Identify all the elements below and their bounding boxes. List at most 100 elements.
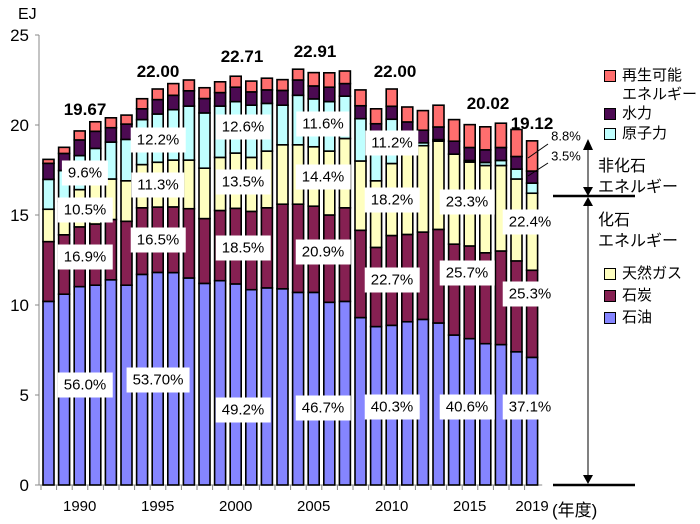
share-label-oil-2019: 37.1%	[502, 394, 558, 420]
bar-segment-2018-5	[510, 128, 523, 158]
bar-segment-2018-4	[510, 155, 523, 170]
y-tick-label: 0	[20, 476, 29, 495]
legend-label: 石油	[622, 309, 653, 326]
bar-segment-1995-4	[151, 98, 164, 115]
bar-segment-2000-5	[229, 75, 242, 89]
bracket-text: 非化石	[598, 158, 647, 175]
x-tick-label: 2005	[297, 498, 330, 515]
legend-item-renewable: 再生可能 エネルギー	[604, 66, 697, 104]
total-label-2015: 20.02	[466, 94, 510, 113]
bar-segment-2002-4	[260, 89, 274, 105]
bar-segment-2016-4	[478, 149, 492, 164]
bar-segment-1998-3	[198, 112, 211, 170]
share-label-gas-1995: 11.3%	[131, 172, 185, 198]
bar-segment-2003-2	[276, 144, 289, 206]
bar-segment-2013-4	[432, 126, 445, 141]
share-label-hydro-2019: 3.5%	[551, 148, 581, 164]
bar-segment-2015-5	[463, 123, 477, 149]
legend-item-hydro: 水力	[604, 104, 652, 123]
share-label-oil-1995: 53.70%	[126, 367, 190, 393]
share-label-coal-2005: 20.9%	[295, 239, 351, 265]
bar-segment-2015-4	[463, 146, 477, 162]
total-label-1990: 19.67	[63, 100, 107, 119]
legend-label: 石炭	[622, 287, 653, 304]
bar-segment-2010-4	[385, 105, 399, 121]
share-label-oil-1990: 56.0%	[57, 372, 113, 398]
bar-segment-2007-4	[338, 82, 352, 97]
legend-label: エネルギー	[622, 86, 698, 103]
x-tick-label: 2015	[453, 498, 486, 515]
leader-line-renewable	[527, 143, 549, 159]
share-label-gas-2010: 18.2%	[364, 187, 420, 213]
legend-item-coal: 石炭	[604, 286, 652, 305]
bar-segment-2003-4	[276, 89, 289, 107]
bar-segment-1996-5	[167, 82, 180, 97]
legend-item-nuclear: 原子力	[604, 124, 667, 143]
bar-segment-1998-4	[198, 97, 211, 114]
share-label-oil-2010: 40.3%	[364, 394, 420, 420]
bar-segment-1998-1	[198, 217, 211, 285]
y-tick-label: 5	[20, 386, 29, 405]
bar-segment-1988-4	[42, 162, 55, 181]
bar-segment-1997-5	[182, 79, 196, 92]
bar-segment-1988-5	[42, 158, 55, 165]
bar-segment-1998-2	[198, 167, 211, 220]
bracket-text: エネルギー	[598, 233, 679, 250]
bar-segment-1992-4	[104, 126, 118, 143]
bar-segment-2004-4	[291, 79, 305, 97]
bar-segment-2003-1	[276, 203, 289, 290]
bar-segment-1999-0	[213, 279, 227, 486]
share-label-renewable-2019: 8.8%	[551, 128, 581, 144]
bar-segment-2005-5	[307, 71, 321, 87]
bar-segment-2012-4	[416, 129, 430, 144]
bar-segment-2019-0	[525, 356, 539, 486]
bar-segment-2008-4	[354, 104, 367, 120]
x-tick-label: 1990	[63, 498, 96, 515]
y-axis-unit: EJ	[18, 6, 37, 23]
bar-segment-2014-5	[447, 118, 461, 142]
bar-segment-2014-4	[447, 140, 461, 155]
bar-segment-2013-5	[432, 104, 445, 128]
total-label-1995: 22.00	[136, 62, 180, 81]
legend-swatch-oil	[604, 312, 616, 325]
bar-segment-1997-2	[182, 159, 196, 210]
bar-segment-1993-5	[120, 114, 133, 125]
bar-segment-1990-5	[73, 130, 86, 141]
bar-segment-2007-0	[338, 300, 352, 486]
share-label-nuclear-1990: 9.6%	[61, 160, 109, 186]
bar-segment-2006-0	[322, 301, 336, 486]
x-tick-label: 2019	[515, 498, 548, 515]
bar-segment-2005-4	[307, 85, 321, 100]
bar-segment-1995-5	[151, 88, 164, 101]
bar-segment-2009-5	[369, 108, 383, 125]
bar-segment-1994-4	[135, 108, 149, 121]
legend-item-oil: 石油	[604, 308, 652, 327]
bar-segment-2000-0	[229, 283, 242, 486]
share-label-coal-2015: 25.7%	[439, 260, 495, 286]
y-tick-label: 25	[10, 26, 29, 45]
y-tick-label: 15	[10, 206, 29, 225]
bar-segment-2003-5	[276, 78, 289, 92]
bar-segment-2000-4	[229, 86, 242, 103]
bar-segment-1988-3	[42, 178, 55, 211]
arrow-down-icon	[583, 475, 593, 484]
bracket-text: エネルギー	[598, 179, 679, 196]
bracket-label-non-fossil: 非化石 エネルギー	[598, 156, 678, 198]
bar-segment-2017-5	[494, 122, 508, 149]
legend-swatch-renewable	[604, 70, 616, 83]
share-label-nuclear-1995: 12.2%	[130, 127, 186, 153]
bar-segment-1988-1	[42, 240, 55, 303]
bar-segment-2006-5	[322, 72, 336, 89]
bar-segment-1999-4	[213, 91, 227, 107]
bar-segment-2004-0	[291, 291, 305, 486]
share-label-oil-2005: 46.7%	[295, 395, 351, 421]
share-label-oil-2000: 49.2%	[215, 397, 271, 423]
bar-segment-2001-0	[245, 288, 258, 486]
bar-segment-2011-5	[400, 106, 414, 123]
share-label-nuclear-2005: 11.6%	[296, 111, 350, 137]
legend-label: 水力	[622, 105, 653, 122]
bar-segment-2002-5	[260, 77, 274, 91]
legend-label: 天然ガス	[622, 265, 683, 282]
bar-segment-2002-0	[260, 287, 274, 486]
bracket-text: 化石	[598, 212, 631, 229]
